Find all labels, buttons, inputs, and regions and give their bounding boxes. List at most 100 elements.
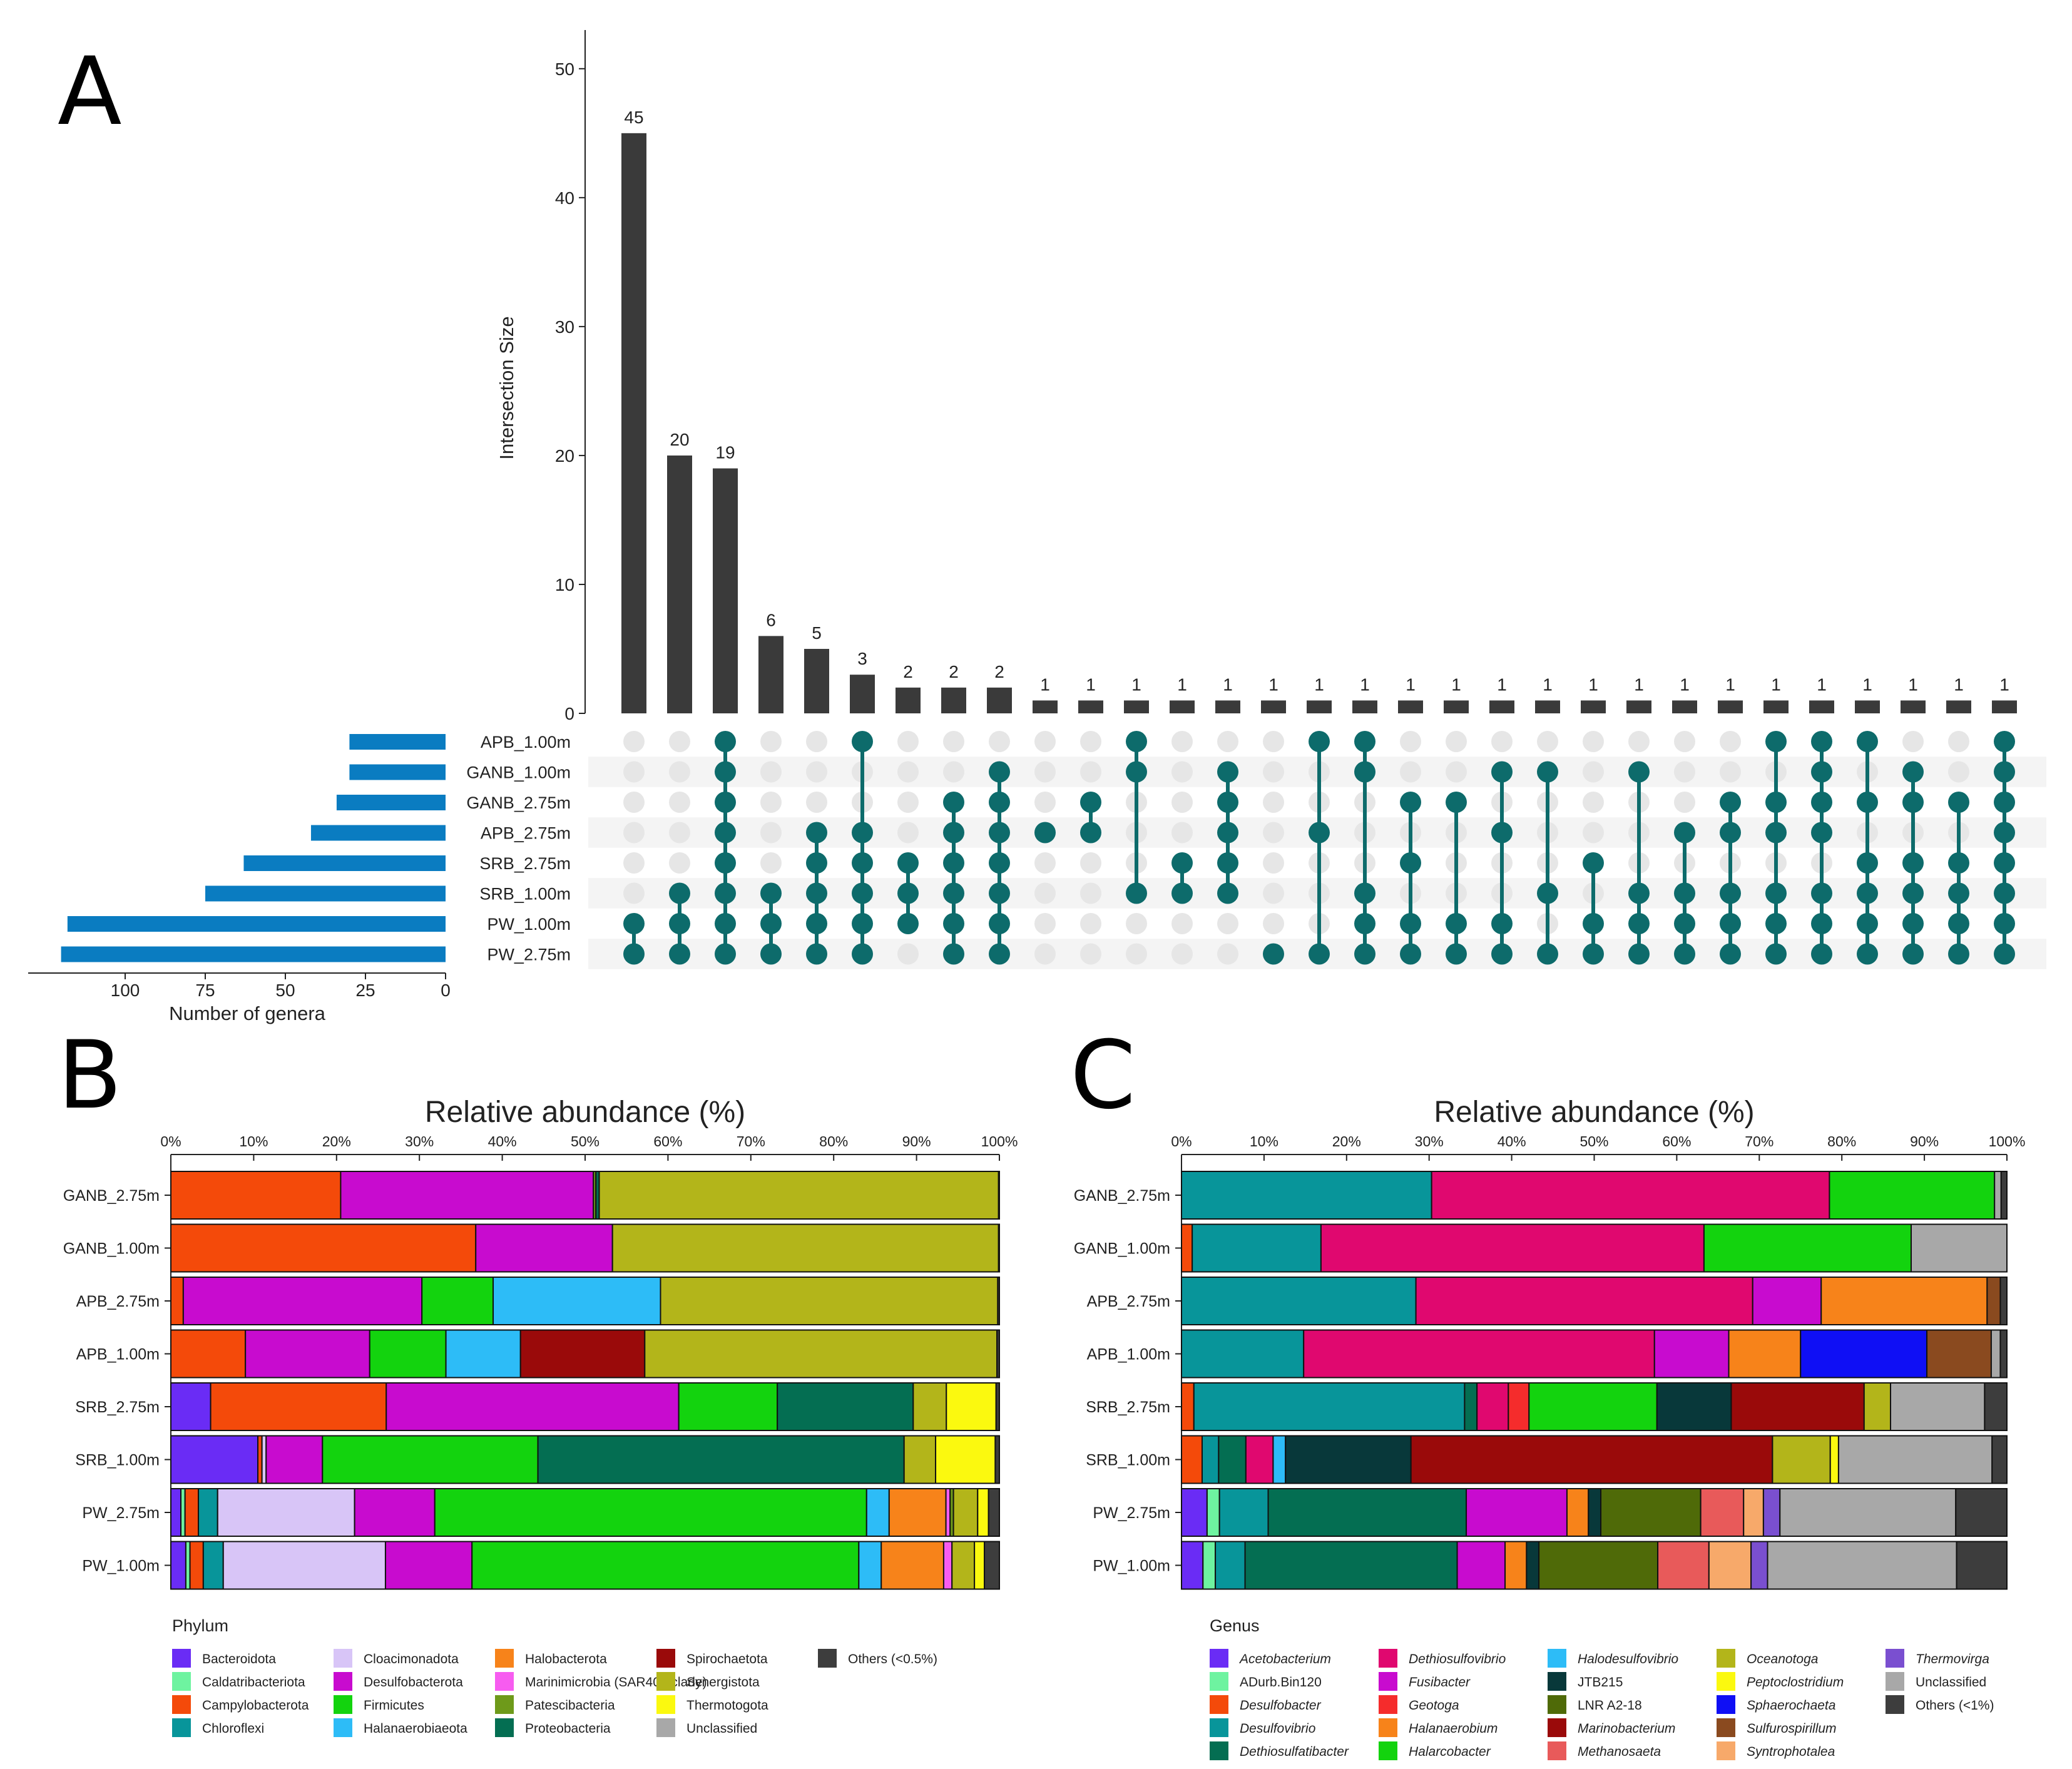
stacked-bar-segment [369,1329,447,1379]
matrix-dot-filled [989,761,1010,783]
matrix-dot-empty [1126,913,1147,934]
matrix-dot-filled [1674,913,1695,934]
matrix-dot-empty [1902,731,1924,752]
matrix-dot-filled [1994,882,2015,904]
matrix-dot-filled [852,913,873,934]
matrix-dot-empty [760,792,782,813]
stacked-bar-segment [858,1541,882,1590]
intersection-bar-label: 1 [1771,675,1781,694]
stacked-bar-segment [1728,1329,1802,1379]
stacked-bar-segment [1984,1382,2008,1431]
matrix-dot-empty [623,761,645,783]
stacked-bar-segment [1218,1488,1269,1537]
matrix-dot-empty [1674,792,1695,813]
matrix-dot-empty [806,731,827,752]
matrix-dot-empty [1263,761,1284,783]
legend-label: Geotoga [1409,1698,1459,1713]
matrix-dot-filled [897,913,919,934]
stacked-bar-segment [1504,1541,1528,1590]
matrix-dot-empty [806,761,827,783]
legend-label: Halanaerobium [1409,1721,1498,1736]
intersection-bar-label: 1 [1360,675,1370,694]
intersection-bar-label: 6 [766,610,776,630]
matrix-dot-empty [1080,731,1101,752]
stacked-bar-segment [903,1435,937,1484]
stacked-bar-segment [974,1541,986,1590]
matrix-dot-filled [1583,852,1604,874]
matrix-dot-empty [623,852,645,874]
matrix-dot-filled [943,943,964,965]
legend-swatch [1717,1649,1735,1668]
matrix-dot-filled [1537,882,1558,904]
matrix-dot-filled [1857,913,1878,934]
stacked-bar-segment [1730,1382,1865,1431]
matrix-dot-empty [1034,761,1056,783]
matrix-dot-filled [1309,731,1330,752]
stacked-bar-segment [1431,1171,1830,1220]
matrix-dot-filled [1994,913,2015,934]
stacked-bar-segment [434,1488,867,1537]
stacked-bar-segment [202,1541,224,1590]
matrix-dot-empty [806,792,827,813]
matrix-dot-filled [806,882,827,904]
matrix-dot-filled [1765,731,1787,752]
intersection-bar-label: 45 [624,108,643,127]
legend-swatch [1886,1672,1904,1691]
stacked-bar-segment [1181,1223,1193,1273]
matrix-dot-filled [1765,822,1787,844]
matrix-dot-filled [623,913,645,934]
matrix-dot-filled [806,943,827,965]
intersection-bar [1581,700,1606,713]
stacked-bar-segment [1285,1435,1412,1484]
stacked-bar-segment [777,1382,914,1431]
intersection-bar [1078,700,1103,713]
legend-swatch [1548,1649,1566,1668]
stacked-bar-segment [421,1277,494,1325]
intersection-bar-label: 1 [1177,675,1187,694]
matrix-dot-filled [1811,761,1832,783]
legend-swatch [495,1672,514,1691]
stacked-bar-segment [1193,1382,1466,1431]
x-tick-label: 10% [1250,1133,1278,1150]
matrix-dot-filled [1354,943,1375,965]
matrix-dot-filled [1811,882,1832,904]
matrix-dot-empty [623,792,645,813]
matrix-dot-filled [989,882,1010,904]
category-label: GANB_1.00m [63,1240,160,1258]
matrix-dot-filled [1628,882,1650,904]
matrix-dot-empty [1217,913,1238,934]
legend-label: ADurb.Bin120 [1240,1675,1322,1690]
intersection-bar [621,133,646,713]
legend-title: Phylum [172,1616,228,1635]
intersection-bar [850,675,875,713]
matrix-dot-empty [1263,852,1284,874]
stacked-bar-segment [475,1223,613,1273]
legend-swatch [1548,1695,1566,1714]
stacked-bar-segment [1201,1435,1220,1484]
stacked-bar-segment [1320,1223,1705,1273]
stacked-bar-segment [1863,1382,1892,1431]
matrix-dot-filled [1994,943,2015,965]
stacked-bar-segment [1267,1488,1467,1537]
matrix-dot-filled [1034,822,1056,844]
matrix-dot-empty [1080,943,1101,965]
legend-label: Halarcobacter [1409,1745,1491,1759]
matrix-dot-empty [1171,761,1193,783]
matrix-dot-filled [1674,943,1695,965]
set-size-axis-title: Number of genera [169,1002,326,1024]
stacked-bar-segment [1181,1435,1203,1484]
matrix-dot-filled [715,852,736,874]
intersection-bar [713,468,738,713]
legend-swatch [1548,1718,1566,1737]
matrix-dot-filled [1309,822,1330,844]
matrix-dot-filled [1902,913,1924,934]
intersection-bar [1809,700,1834,713]
legend-label: Dethiosulfatibacter [1240,1745,1349,1759]
matrix-dot-filled [1994,852,2015,874]
x-tick-label: 40% [1498,1133,1526,1150]
matrix-dot-empty [1263,913,1284,934]
set-size-bar [349,764,446,780]
matrix-dot-filled [806,822,827,844]
legend-label: Acetobacterium [1238,1652,1331,1666]
matrix-dot-filled [897,852,919,874]
